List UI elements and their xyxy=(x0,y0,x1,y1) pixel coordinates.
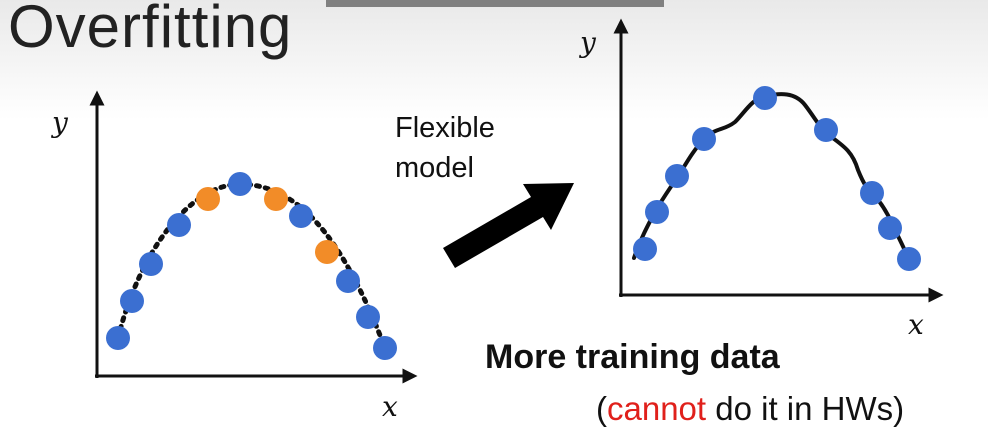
right-point xyxy=(692,127,716,151)
right-x-label: x xyxy=(908,308,924,341)
right-point xyxy=(860,181,884,205)
flexible-model-line2: model xyxy=(395,152,474,184)
left-point xyxy=(120,289,144,313)
flexible-model-line1: Flexible xyxy=(395,112,495,144)
right-point xyxy=(897,247,921,271)
left-point xyxy=(356,305,380,329)
right-point xyxy=(878,216,902,240)
right-plot: y x xyxy=(578,18,944,341)
video-overlay-bar xyxy=(326,0,664,7)
left-point xyxy=(289,204,313,228)
left-orange-points xyxy=(196,187,339,264)
right-blue-points xyxy=(633,86,921,271)
left-orange-point xyxy=(196,187,220,211)
right-point xyxy=(753,86,777,110)
left-point xyxy=(167,213,191,237)
left-point xyxy=(228,172,252,196)
left-x-label: x xyxy=(382,390,398,423)
right-point xyxy=(633,237,657,261)
left-orange-point xyxy=(315,240,339,264)
more-training-data-caption: More training data xyxy=(485,338,780,376)
big-arrow-icon xyxy=(443,183,574,268)
note-open-paren: ( xyxy=(596,390,607,427)
slide-title: Overfitting xyxy=(8,0,293,60)
note-rest: do it in HWs) xyxy=(706,390,905,427)
hw-note: (cannot do it in HWs) xyxy=(596,390,904,428)
left-plot: y x xyxy=(50,90,418,423)
right-point xyxy=(645,200,669,224)
left-orange-point xyxy=(264,187,288,211)
left-point xyxy=(373,336,397,360)
left-blue-points xyxy=(106,172,397,360)
left-point xyxy=(139,252,163,276)
right-point xyxy=(814,118,838,142)
left-point xyxy=(106,326,130,350)
right-y-label: y xyxy=(578,26,597,59)
flexible-model-label: Flexible model xyxy=(395,108,495,188)
right-point xyxy=(665,164,689,188)
left-y-label: y xyxy=(50,106,69,139)
cannot-highlight: cannot xyxy=(607,390,707,427)
left-point xyxy=(336,269,360,293)
